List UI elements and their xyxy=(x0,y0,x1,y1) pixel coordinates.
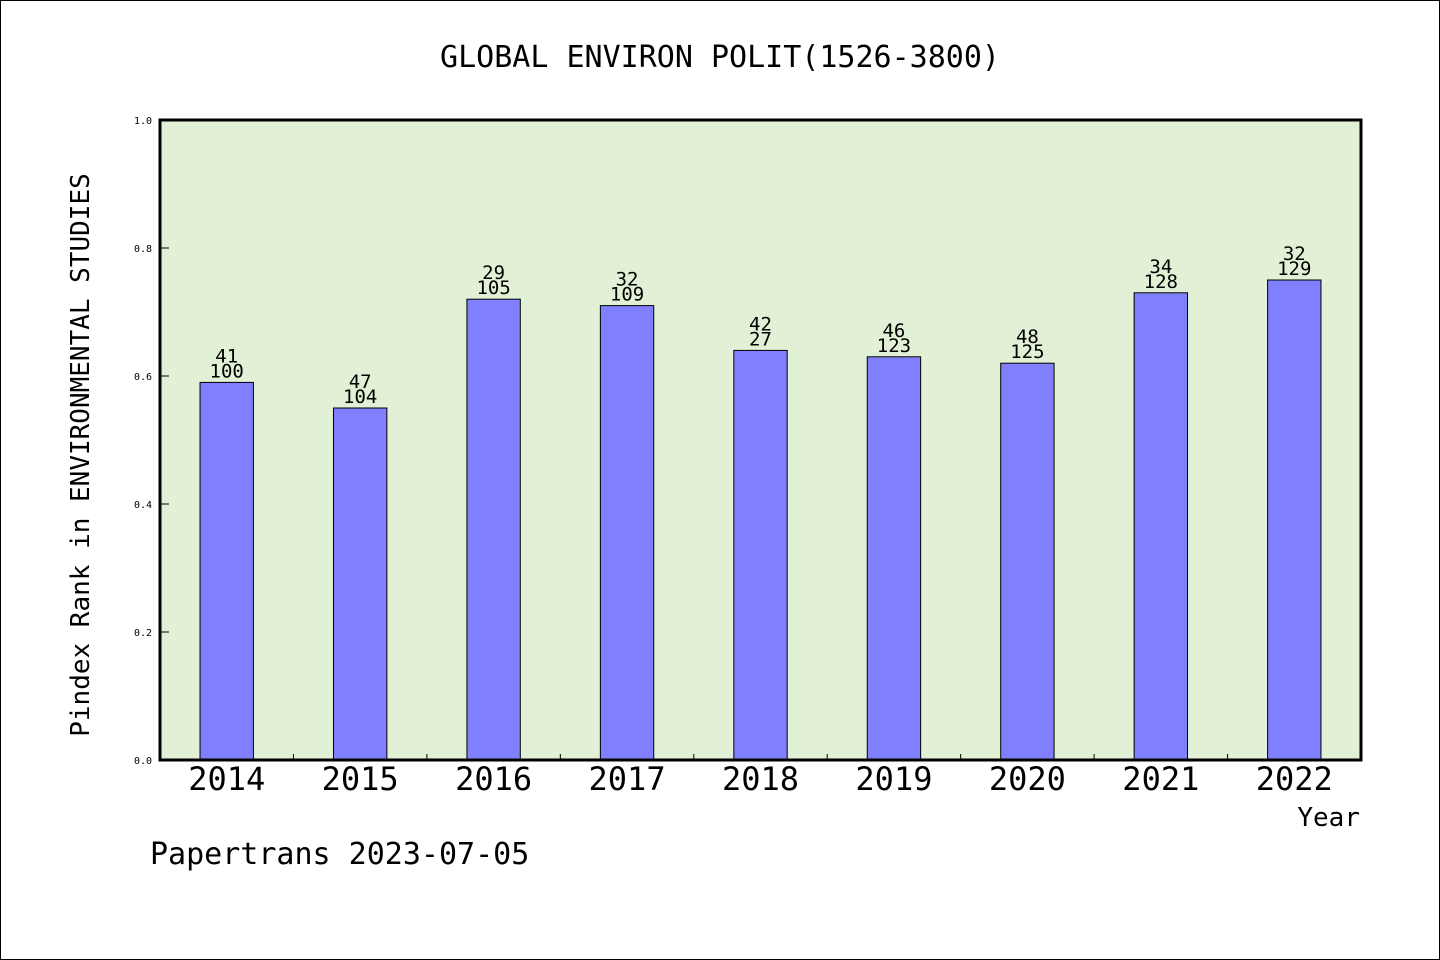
bar-label-bottom-2015: 104 xyxy=(343,386,377,408)
bar-label-top-2016: 29 xyxy=(482,262,505,284)
y-tick-label: 0.8 xyxy=(134,244,152,255)
bar-label-bottom-2017: 109 xyxy=(610,284,644,306)
bar-label-top-2015: 47 xyxy=(349,371,372,393)
bar-2021 xyxy=(1133,292,1189,761)
x-axis: 2014 2015 2016 2017 2018 2019 2020 2021 2022 xyxy=(188,754,1333,798)
plot-border xyxy=(158,118,1363,762)
bar-2020 xyxy=(1000,362,1055,761)
bar-label-bottom-2019: 123 xyxy=(877,335,911,357)
x-tick-label-2017: 2017 xyxy=(589,760,666,798)
chart-title: GLOBAL ENVIRON POLIT(1526-3800) xyxy=(440,40,1000,75)
y-tick-label: 0.0 xyxy=(134,756,152,767)
bars-group xyxy=(199,279,1322,761)
x-tick-label-2021: 2021 xyxy=(1122,760,1199,798)
bar-label-bottom-2014: 100 xyxy=(210,360,244,382)
bar-2014 xyxy=(199,381,254,761)
x-tick-label-2016: 2016 xyxy=(455,760,532,798)
bar-2015 xyxy=(332,407,388,761)
bar-2016 xyxy=(466,298,521,761)
x-axis-label: Year xyxy=(1297,803,1360,833)
x-tick-label-2015: 2015 xyxy=(322,760,399,798)
bar-label-top-2022: 32 xyxy=(1283,243,1306,265)
bar-label-bottom-2021: 128 xyxy=(1144,271,1178,293)
y-tick-label: 1.0 xyxy=(134,116,152,127)
bar-label-bottom-2022: 129 xyxy=(1277,258,1311,280)
bar-label-top-2018: 42 xyxy=(749,313,772,335)
bar-2019 xyxy=(866,356,922,761)
x-tick-label-2014: 2014 xyxy=(188,760,265,798)
x-tick-label-2019: 2019 xyxy=(855,760,932,798)
bar-2022 xyxy=(1267,279,1322,761)
bar-label-top-2014: 41 xyxy=(215,345,238,367)
y-axis-label: Pindex Rank in ENVIRONMENTAL STUDIES xyxy=(66,173,96,737)
bar-2018 xyxy=(733,349,788,761)
y-tick-label: 0.2 xyxy=(134,628,152,639)
bar-2017 xyxy=(599,305,655,761)
x-tick-label-2018: 2018 xyxy=(722,760,799,798)
x-tick-label-2022: 2022 xyxy=(1256,760,1333,798)
bar-label-bottom-2016: 105 xyxy=(476,277,510,299)
x-tick-label-2020: 2020 xyxy=(989,760,1066,798)
bar-label-bottom-2020: 125 xyxy=(1010,341,1044,363)
bar-label-top-2019: 46 xyxy=(882,320,905,342)
y-tick-label: 0.4 xyxy=(134,500,152,511)
bar-label-top-2020: 48 xyxy=(1016,326,1039,348)
bar-label-bottom-2018: 27 xyxy=(749,328,772,350)
y-tick-label: 0.6 xyxy=(134,372,152,383)
bar-label-top-2021: 34 xyxy=(1149,256,1172,278)
bar-label-top-2017: 32 xyxy=(616,269,639,291)
footer-source: Papertrans 2023-07-05 xyxy=(150,837,529,872)
